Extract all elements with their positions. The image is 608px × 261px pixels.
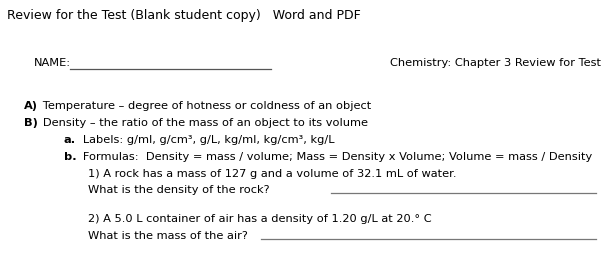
Text: Density – the ratio of the mass of an object to its volume: Density – the ratio of the mass of an ob… (32, 118, 368, 128)
Text: a.: a. (64, 135, 76, 145)
Text: NAME:: NAME: (33, 58, 71, 68)
Text: What is the density of the rock?: What is the density of the rock? (88, 185, 270, 195)
Text: Formulas:  Density = mass / volume; Mass = Density x Volume; Volume = mass / Den: Formulas: Density = mass / volume; Mass … (72, 152, 592, 162)
Text: 2) A 5.0 L container of air has a density of 1.20 g/L at 20.° C: 2) A 5.0 L container of air has a densit… (88, 214, 432, 224)
Text: Chemistry: Chapter 3 Review for Test: Chemistry: Chapter 3 Review for Test (390, 58, 601, 68)
Text: What is the mass of the air?: What is the mass of the air? (88, 231, 248, 241)
Text: B): B) (24, 118, 38, 128)
Text: b.: b. (64, 152, 77, 162)
Text: A): A) (24, 101, 38, 111)
Text: 1) A rock has a mass of 127 g and a volume of 32.1 mL of water.: 1) A rock has a mass of 127 g and a volu… (88, 169, 457, 179)
Text: Temperature – degree of hotness or coldness of an object: Temperature – degree of hotness or coldn… (32, 101, 371, 111)
Text: Labels: g/ml, g/cm³, g/L, kg/ml, kg/cm³, kg/L: Labels: g/ml, g/cm³, g/L, kg/ml, kg/cm³,… (72, 135, 334, 145)
Text: Review for the Test (Blank student copy)   Word and PDF: Review for the Test (Blank student copy)… (7, 9, 361, 22)
